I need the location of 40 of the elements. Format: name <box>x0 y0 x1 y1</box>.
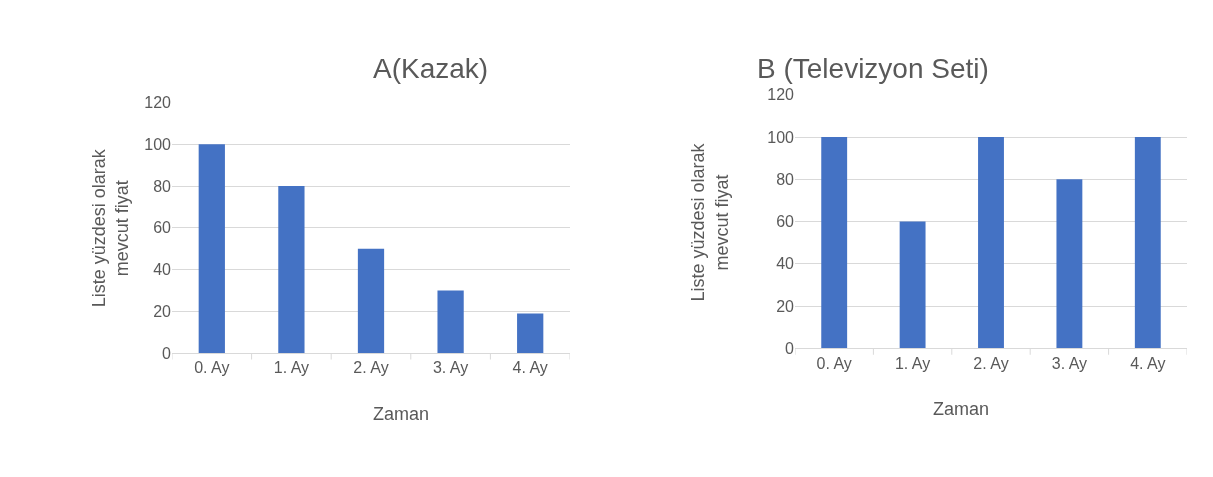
bar <box>357 248 385 354</box>
x-tick-label: 1. Ay <box>894 354 931 372</box>
y-tick-label: 20 <box>776 297 795 315</box>
x-tick-label: 1. Ay <box>273 359 310 377</box>
x-tick-label: 4. Ay <box>1130 354 1166 372</box>
x-tick-label: 3. Ay <box>1051 354 1088 372</box>
y-tick-label: 100 <box>767 128 795 146</box>
y-tick-label: 60 <box>776 213 795 231</box>
bar <box>437 290 464 354</box>
bar <box>1056 179 1083 349</box>
y-tick-label: 80 <box>776 170 795 188</box>
bar <box>278 186 305 354</box>
y-tick-label: 40 <box>776 255 795 273</box>
y-axis-title: Liste yüzdesi olarak mevcut fiyat <box>688 142 732 302</box>
chart-title: A(Kazak) <box>373 53 489 84</box>
y-tick-label: 60 <box>153 219 172 237</box>
y-tick-label: 100 <box>144 135 172 153</box>
x-tick-label: 0. Ay <box>194 359 230 377</box>
chart-title: B (Televizyon Seti) <box>757 53 989 84</box>
y-tick-label: 0 <box>162 344 172 362</box>
bar <box>821 137 848 349</box>
x-tick-label: 2. Ay <box>973 354 1009 372</box>
x-axis-title: Zaman <box>933 399 990 419</box>
x-tick-label: 4. Ay <box>512 359 548 377</box>
y-tick-label: 120 <box>767 86 795 104</box>
x-tick-label: 2. Ay <box>353 359 389 377</box>
y-axis-title: Liste yüzdesi olarak mevcut fiyat <box>88 148 133 308</box>
y-tick-label: 0 <box>785 340 795 358</box>
x-axis-title: Zaman <box>373 404 430 424</box>
bar <box>978 137 1004 349</box>
bar <box>1134 137 1161 349</box>
y-tick-label: 40 <box>153 261 172 279</box>
x-tick-label: 0. Ay <box>816 354 852 372</box>
bar <box>198 144 225 354</box>
bar <box>899 221 926 349</box>
bar <box>517 313 544 354</box>
y-tick-label: 80 <box>153 177 172 195</box>
y-tick-label: 120 <box>144 94 172 112</box>
y-tick-label: 20 <box>153 303 172 321</box>
x-tick-label: 3. Ay <box>432 359 469 377</box>
